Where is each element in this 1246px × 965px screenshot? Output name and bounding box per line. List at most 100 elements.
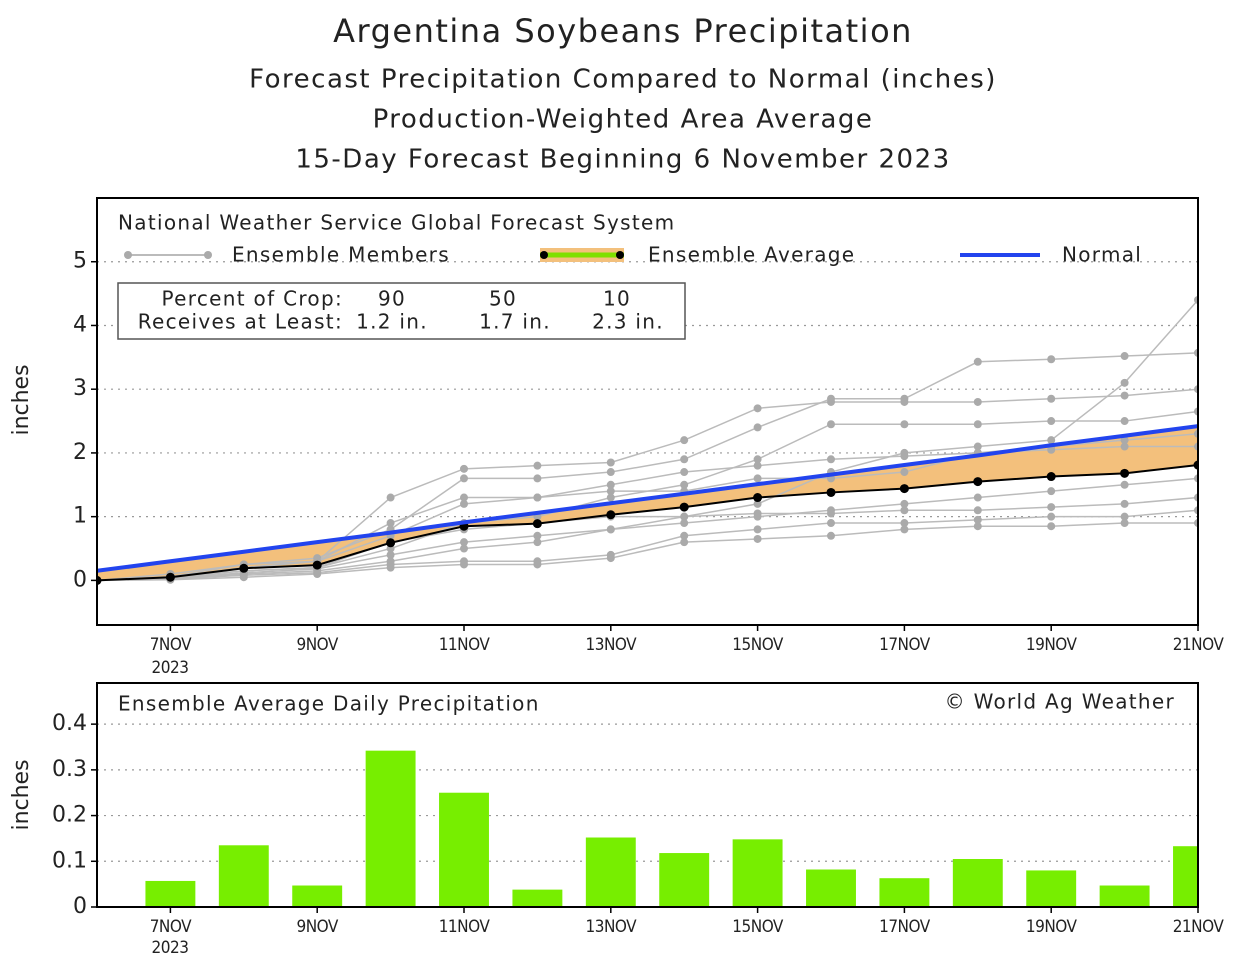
ensemble-member-point — [1120, 512, 1129, 521]
ensemble-member-point — [753, 534, 762, 543]
legend-label: Ensemble Average — [648, 243, 855, 267]
ensemble-member-point — [460, 538, 468, 547]
ensemble-member-point — [827, 509, 835, 518]
ensemble-member-point — [1120, 352, 1129, 361]
ensemble-member-point — [606, 468, 615, 477]
ensemble-member-point — [1120, 391, 1129, 400]
average-point — [679, 502, 689, 512]
ensemble-member-point — [900, 499, 909, 508]
ensemble-member-point — [1047, 394, 1056, 403]
ensemble-member-point — [973, 493, 982, 502]
bar — [145, 880, 196, 907]
bar — [585, 837, 636, 907]
ensemble-member-point — [680, 538, 689, 547]
bar — [806, 869, 856, 907]
ensemble-member-point — [973, 397, 982, 406]
y-tick-label: 0 — [73, 567, 87, 592]
ensemble-member-point — [1120, 417, 1129, 426]
ensemble-member-point — [313, 570, 322, 579]
ensemble-member-point — [827, 531, 835, 540]
x-tick-label: 13NOV — [586, 635, 638, 655]
ensemble-member-point — [1120, 378, 1129, 387]
ensemble-member-point — [973, 442, 982, 451]
ensemble-member-point — [606, 493, 615, 502]
ensemble-member-point — [680, 468, 689, 477]
ensemble-member-point — [386, 519, 395, 528]
legend-swatch — [124, 251, 132, 259]
ensemble-member-point — [386, 493, 395, 502]
y-tick-label: 5 — [73, 249, 87, 274]
bar — [1026, 870, 1077, 907]
average-point — [899, 484, 909, 494]
legend-swatch — [540, 251, 548, 259]
ensemble-member-point — [533, 531, 542, 540]
x-tick-label: 17NOV — [879, 635, 931, 655]
table-cell: 90 — [378, 287, 406, 311]
normal-line — [97, 424, 1198, 573]
ensemble-member-point — [753, 525, 762, 534]
ensemble-member-point — [239, 573, 248, 582]
y-tick-label: 0.1 — [52, 848, 87, 873]
legend-label: Ensemble Members — [232, 243, 450, 267]
year-label: 2023 — [152, 938, 189, 958]
bar — [218, 845, 269, 907]
ensemble-member-point — [753, 423, 762, 432]
bar — [365, 750, 416, 907]
ensemble-member-point — [753, 404, 762, 413]
ensemble-member-line — [97, 496, 1198, 582]
x-tick-label: 7NOV — [150, 917, 192, 937]
average-point — [386, 538, 396, 548]
average-point — [826, 487, 836, 497]
ensemble-member-point — [533, 461, 542, 470]
x-tick-label: 15NOV — [732, 635, 784, 655]
table-cell: 2.3 in. — [592, 310, 664, 334]
average-point — [606, 510, 616, 520]
ensemble-member-point — [1047, 355, 1056, 364]
ensemble-member-point — [1120, 442, 1129, 451]
chart-title: Argentina Soybeans Precipitation — [333, 12, 913, 50]
table-cell: 1.7 in. — [479, 310, 551, 334]
x-tick-label: 9NOV — [297, 917, 339, 937]
table-cell: 1.2 in. — [356, 310, 428, 334]
y-tick-label: 2 — [73, 440, 87, 465]
ensemble-member-line — [97, 509, 1198, 582]
y-tick-label: 0.2 — [52, 803, 87, 828]
ensemble-member-point — [900, 468, 909, 477]
frame — [96, 682, 1199, 908]
bar — [512, 889, 563, 907]
average-point — [532, 519, 542, 529]
legend-label: Normal — [1062, 243, 1142, 267]
plot-top — [97, 261, 1198, 585]
ensemble-member-point — [827, 394, 835, 403]
ensemble-member-point — [973, 357, 982, 366]
ensemble-member-point — [533, 493, 542, 502]
ensemble-member-point — [753, 499, 762, 508]
x-tick-label: 7NOV — [150, 635, 192, 655]
legend-swatch — [616, 251, 624, 259]
ensemble-member-point — [753, 474, 762, 483]
ensemble-member-point — [680, 531, 689, 540]
average-point — [1046, 472, 1056, 482]
ensemble-member-point — [386, 550, 395, 559]
ensemble-member-point — [973, 522, 982, 531]
y-tick-label: 0.3 — [52, 757, 87, 782]
y-axis-label: inches — [9, 364, 34, 435]
ensemble-member-point — [827, 420, 835, 429]
ensemble-member-point — [533, 538, 542, 547]
ensemble-member-point — [680, 512, 689, 521]
x-tick-label: 19NOV — [1026, 917, 1078, 937]
y-tick-label: 0.4 — [52, 711, 87, 736]
ensemble-member-point — [460, 474, 468, 483]
x-tick-label: 11NOV — [439, 917, 491, 937]
ensemble-member-point — [1047, 417, 1056, 426]
ensemble-member-point — [680, 480, 689, 489]
average-point — [753, 493, 763, 503]
bar — [439, 792, 489, 907]
y-tick-label: 3 — [73, 376, 87, 401]
source-label: National Weather Service Global Forecast… — [118, 211, 675, 235]
table-cell: Receives at Least: — [138, 310, 343, 334]
ensemble-member-line — [97, 352, 1198, 582]
ensemble-member-point — [753, 509, 762, 518]
ensemble-member-point — [606, 480, 615, 489]
